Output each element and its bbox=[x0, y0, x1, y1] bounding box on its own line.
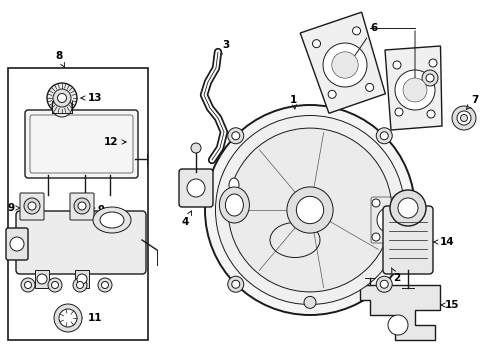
Text: 7: 7 bbox=[466, 95, 477, 109]
FancyBboxPatch shape bbox=[382, 206, 432, 274]
Circle shape bbox=[380, 132, 387, 140]
Circle shape bbox=[365, 84, 373, 91]
Circle shape bbox=[389, 190, 425, 226]
Circle shape bbox=[286, 187, 332, 233]
Bar bbox=[75, 270, 89, 288]
Circle shape bbox=[380, 280, 387, 288]
Circle shape bbox=[28, 202, 36, 210]
Circle shape bbox=[74, 198, 90, 214]
Circle shape bbox=[77, 274, 87, 284]
FancyBboxPatch shape bbox=[16, 211, 146, 274]
FancyBboxPatch shape bbox=[25, 110, 138, 178]
Bar bbox=[8, 68, 148, 340]
Circle shape bbox=[352, 27, 360, 35]
FancyBboxPatch shape bbox=[365, 192, 413, 248]
Circle shape bbox=[48, 278, 62, 292]
Text: 9: 9 bbox=[8, 203, 20, 213]
Circle shape bbox=[76, 282, 83, 288]
Circle shape bbox=[215, 116, 404, 305]
Circle shape bbox=[402, 78, 426, 102]
Circle shape bbox=[451, 106, 475, 130]
Circle shape bbox=[460, 114, 467, 122]
Circle shape bbox=[426, 110, 434, 118]
FancyBboxPatch shape bbox=[179, 169, 213, 207]
Text: 4: 4 bbox=[182, 211, 191, 227]
Circle shape bbox=[37, 274, 47, 284]
Circle shape bbox=[227, 128, 243, 144]
Text: 14: 14 bbox=[433, 237, 454, 247]
Circle shape bbox=[231, 132, 239, 140]
Circle shape bbox=[231, 280, 239, 288]
Circle shape bbox=[456, 111, 470, 125]
Circle shape bbox=[10, 237, 24, 251]
Circle shape bbox=[296, 196, 323, 224]
Circle shape bbox=[312, 40, 320, 48]
Circle shape bbox=[21, 278, 35, 292]
Polygon shape bbox=[384, 46, 441, 130]
Text: 1: 1 bbox=[289, 95, 297, 109]
Circle shape bbox=[394, 108, 402, 116]
Circle shape bbox=[376, 207, 402, 233]
Circle shape bbox=[375, 128, 391, 144]
Circle shape bbox=[425, 74, 433, 82]
Circle shape bbox=[331, 52, 358, 78]
Circle shape bbox=[47, 83, 77, 113]
Circle shape bbox=[191, 143, 201, 153]
Ellipse shape bbox=[100, 212, 124, 228]
Circle shape bbox=[186, 179, 204, 197]
Text: 12: 12 bbox=[104, 137, 126, 147]
Text: 15: 15 bbox=[440, 300, 459, 310]
Text: 6: 6 bbox=[346, 23, 376, 67]
Circle shape bbox=[428, 59, 436, 67]
Ellipse shape bbox=[225, 194, 243, 216]
Text: 13: 13 bbox=[81, 93, 102, 103]
Text: 9: 9 bbox=[91, 205, 105, 215]
Circle shape bbox=[327, 90, 335, 98]
Circle shape bbox=[323, 43, 366, 87]
Circle shape bbox=[24, 198, 40, 214]
Ellipse shape bbox=[224, 172, 244, 198]
Circle shape bbox=[78, 202, 86, 210]
Circle shape bbox=[375, 276, 391, 292]
Circle shape bbox=[227, 276, 243, 292]
Circle shape bbox=[304, 296, 315, 309]
Circle shape bbox=[371, 199, 379, 207]
Ellipse shape bbox=[228, 178, 239, 192]
Circle shape bbox=[59, 309, 77, 327]
Circle shape bbox=[52, 97, 72, 117]
Circle shape bbox=[51, 282, 59, 288]
Circle shape bbox=[54, 304, 82, 332]
Polygon shape bbox=[300, 12, 385, 113]
Circle shape bbox=[394, 70, 434, 110]
Circle shape bbox=[227, 128, 391, 292]
Circle shape bbox=[399, 233, 407, 241]
Text: 3: 3 bbox=[218, 40, 229, 56]
Circle shape bbox=[387, 315, 407, 335]
Circle shape bbox=[204, 105, 414, 315]
Circle shape bbox=[397, 198, 417, 218]
Polygon shape bbox=[359, 285, 439, 340]
Circle shape bbox=[58, 94, 66, 103]
Circle shape bbox=[98, 278, 112, 292]
Text: 2: 2 bbox=[390, 268, 400, 283]
Circle shape bbox=[53, 89, 71, 107]
Bar bbox=[35, 270, 49, 288]
Circle shape bbox=[392, 61, 400, 69]
Ellipse shape bbox=[219, 187, 249, 223]
Circle shape bbox=[399, 199, 407, 207]
Circle shape bbox=[102, 282, 108, 288]
FancyBboxPatch shape bbox=[70, 193, 94, 220]
Circle shape bbox=[24, 282, 31, 288]
Text: 10: 10 bbox=[104, 215, 118, 225]
Circle shape bbox=[73, 278, 87, 292]
Circle shape bbox=[421, 70, 437, 86]
Text: 5: 5 bbox=[229, 206, 237, 220]
Text: 8: 8 bbox=[55, 51, 64, 67]
FancyBboxPatch shape bbox=[20, 193, 44, 220]
Circle shape bbox=[371, 233, 379, 241]
Text: 11: 11 bbox=[76, 313, 102, 323]
Ellipse shape bbox=[93, 207, 131, 233]
FancyBboxPatch shape bbox=[6, 228, 28, 260]
